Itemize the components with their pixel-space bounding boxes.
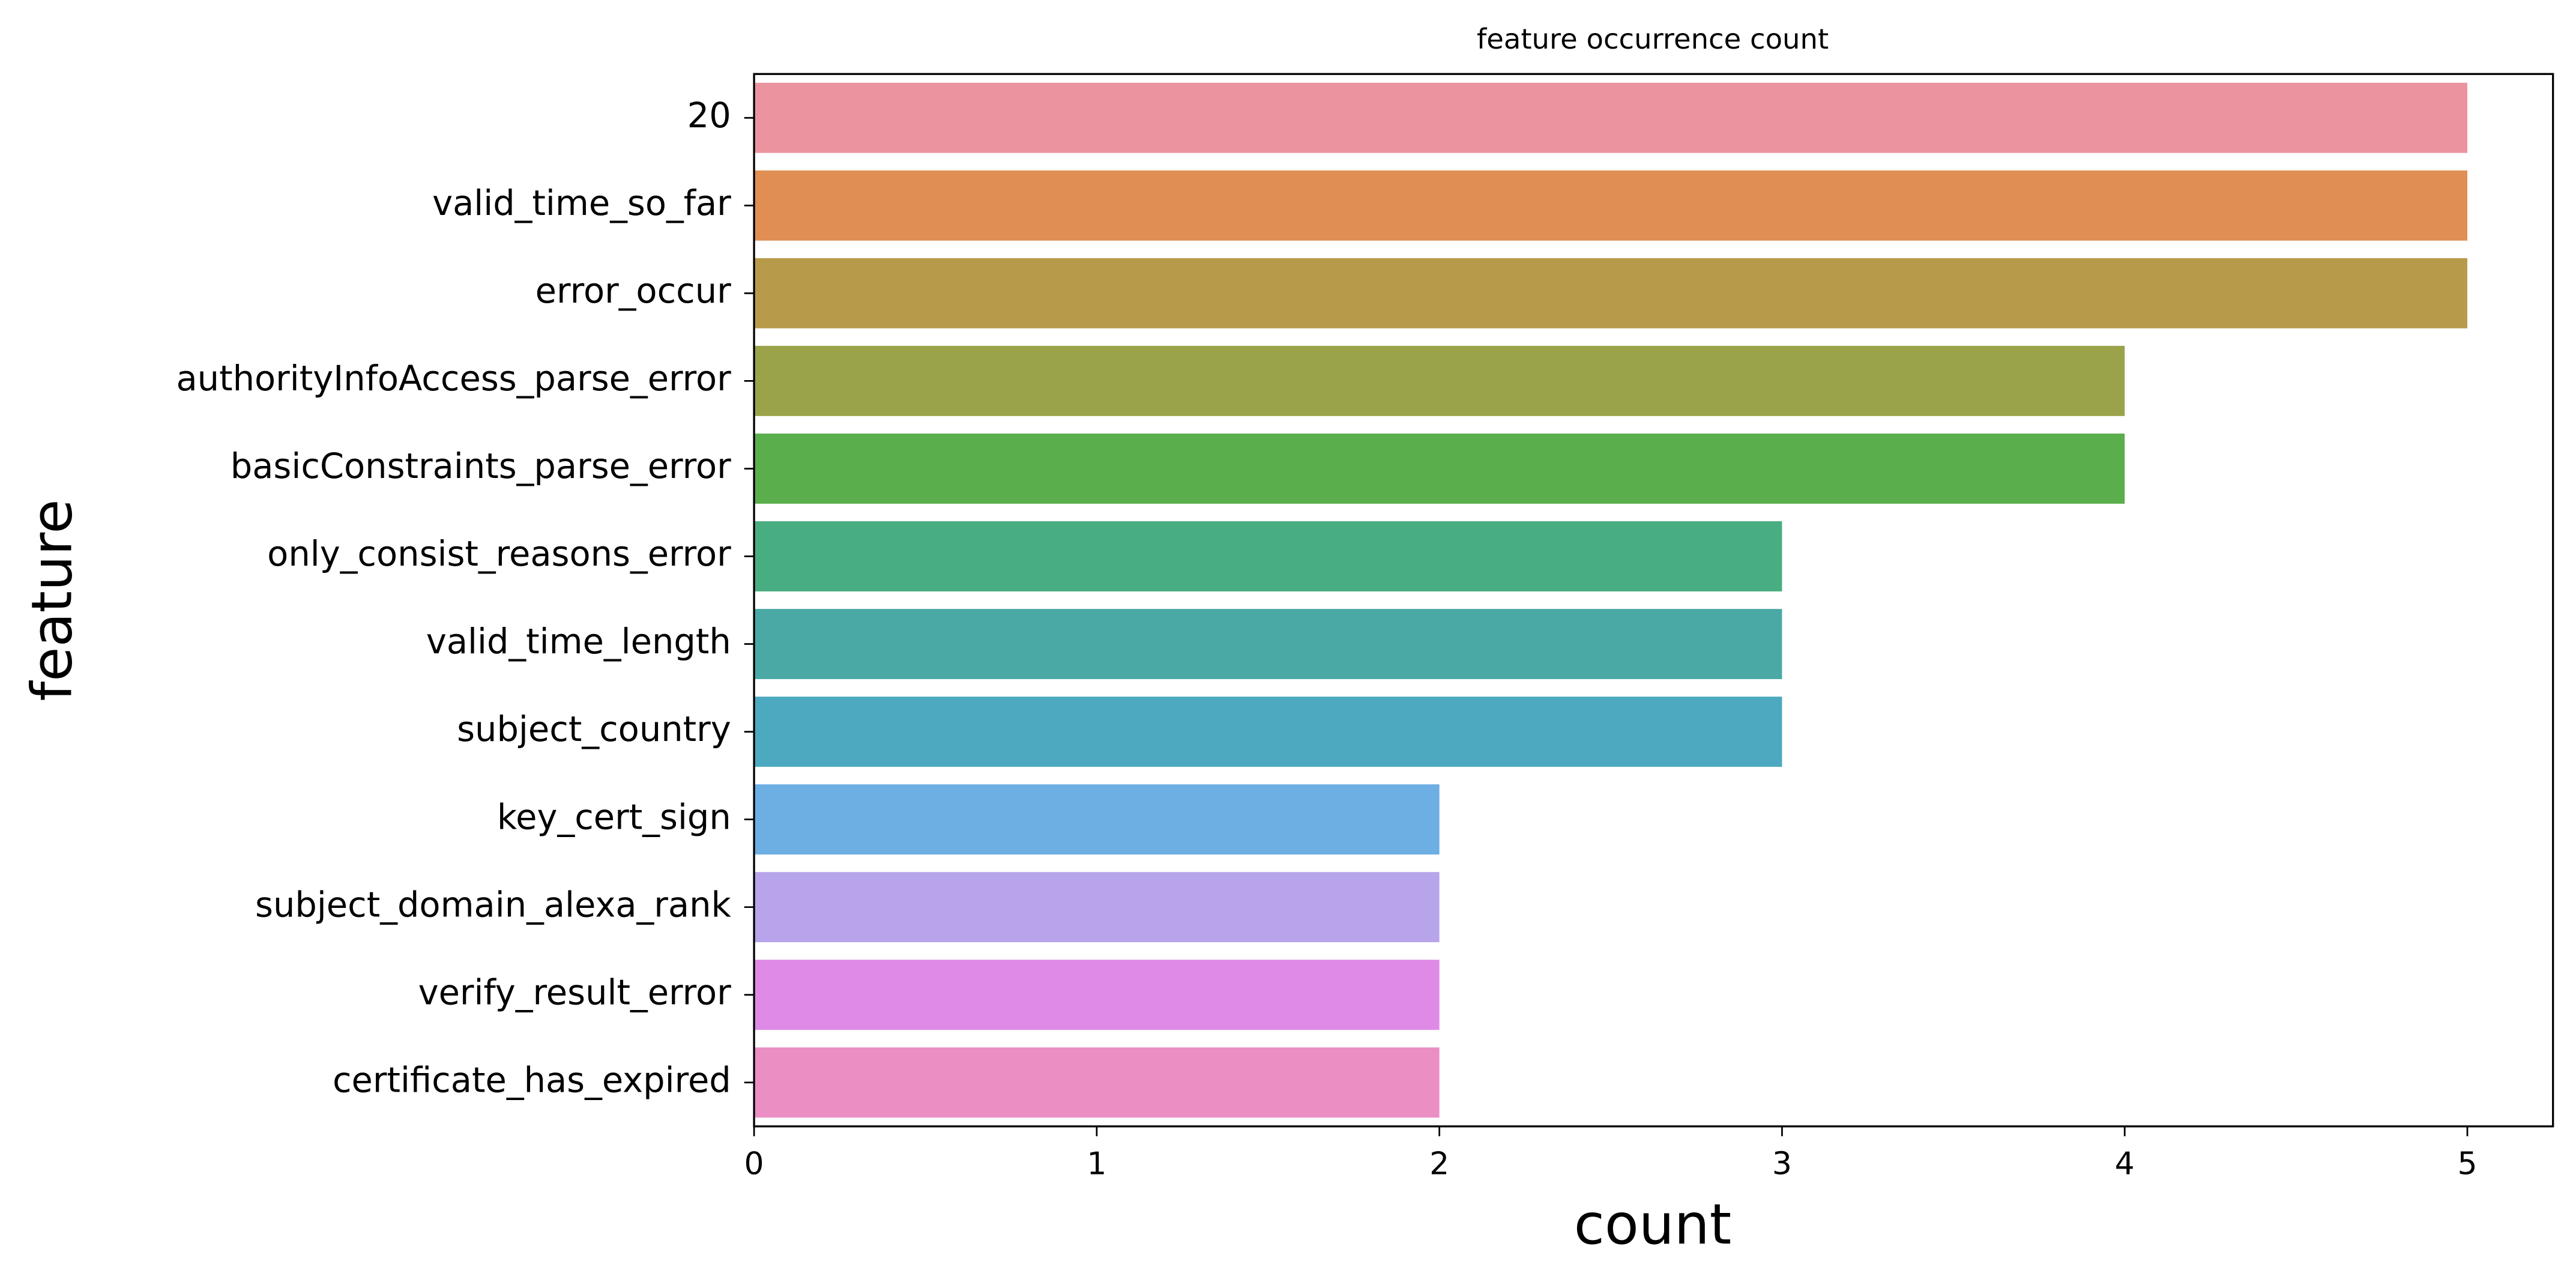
bar: [754, 872, 1440, 943]
x-tick-label: 2: [1429, 1146, 1449, 1182]
plot-frame: [753, 73, 2554, 1128]
bar: [754, 258, 2467, 328]
bar: [754, 345, 2125, 416]
bar: [754, 82, 2467, 153]
chart-title: feature occurrence count: [1477, 23, 1829, 55]
bar: [754, 434, 2125, 504]
bar: [754, 784, 1440, 855]
y-tick-label: verify_result_error: [418, 972, 732, 1012]
y-tick-label: key_cert_sign: [497, 797, 731, 837]
bar: [754, 521, 1782, 591]
y-axis-label: feature: [19, 499, 84, 701]
bar: [754, 697, 1782, 767]
y-tick-label: authorityInfoAccess_parse_error: [176, 358, 731, 399]
bar: [754, 1047, 1440, 1118]
y-tick-label: basicConstraints_parse_error: [231, 446, 731, 486]
y-tick-label: certificate_has_expired: [333, 1060, 731, 1100]
bar: [754, 609, 1782, 679]
y-tick-label: valid_time_so_far: [432, 183, 731, 223]
bar: [754, 960, 1440, 1030]
x-tick-label: 4: [2115, 1146, 2135, 1182]
x-tick-label: 1: [1087, 1146, 1106, 1182]
x-tick-label: 0: [744, 1146, 764, 1182]
y-tick-label: subject_country: [457, 709, 731, 749]
y-tick-label: 20: [687, 95, 731, 136]
y-tick-label: valid_time_length: [426, 621, 731, 662]
y-tick-label: only_consist_reasons_error: [267, 534, 731, 574]
y-tick-label: subject_domain_alexa_rank: [255, 884, 731, 925]
x-tick-label: 3: [1772, 1146, 1792, 1182]
bar: [754, 170, 2467, 241]
x-axis-label: count: [1574, 1192, 1731, 1257]
x-tick-label: 5: [2457, 1146, 2477, 1182]
y-tick-label: error_occur: [535, 271, 732, 311]
